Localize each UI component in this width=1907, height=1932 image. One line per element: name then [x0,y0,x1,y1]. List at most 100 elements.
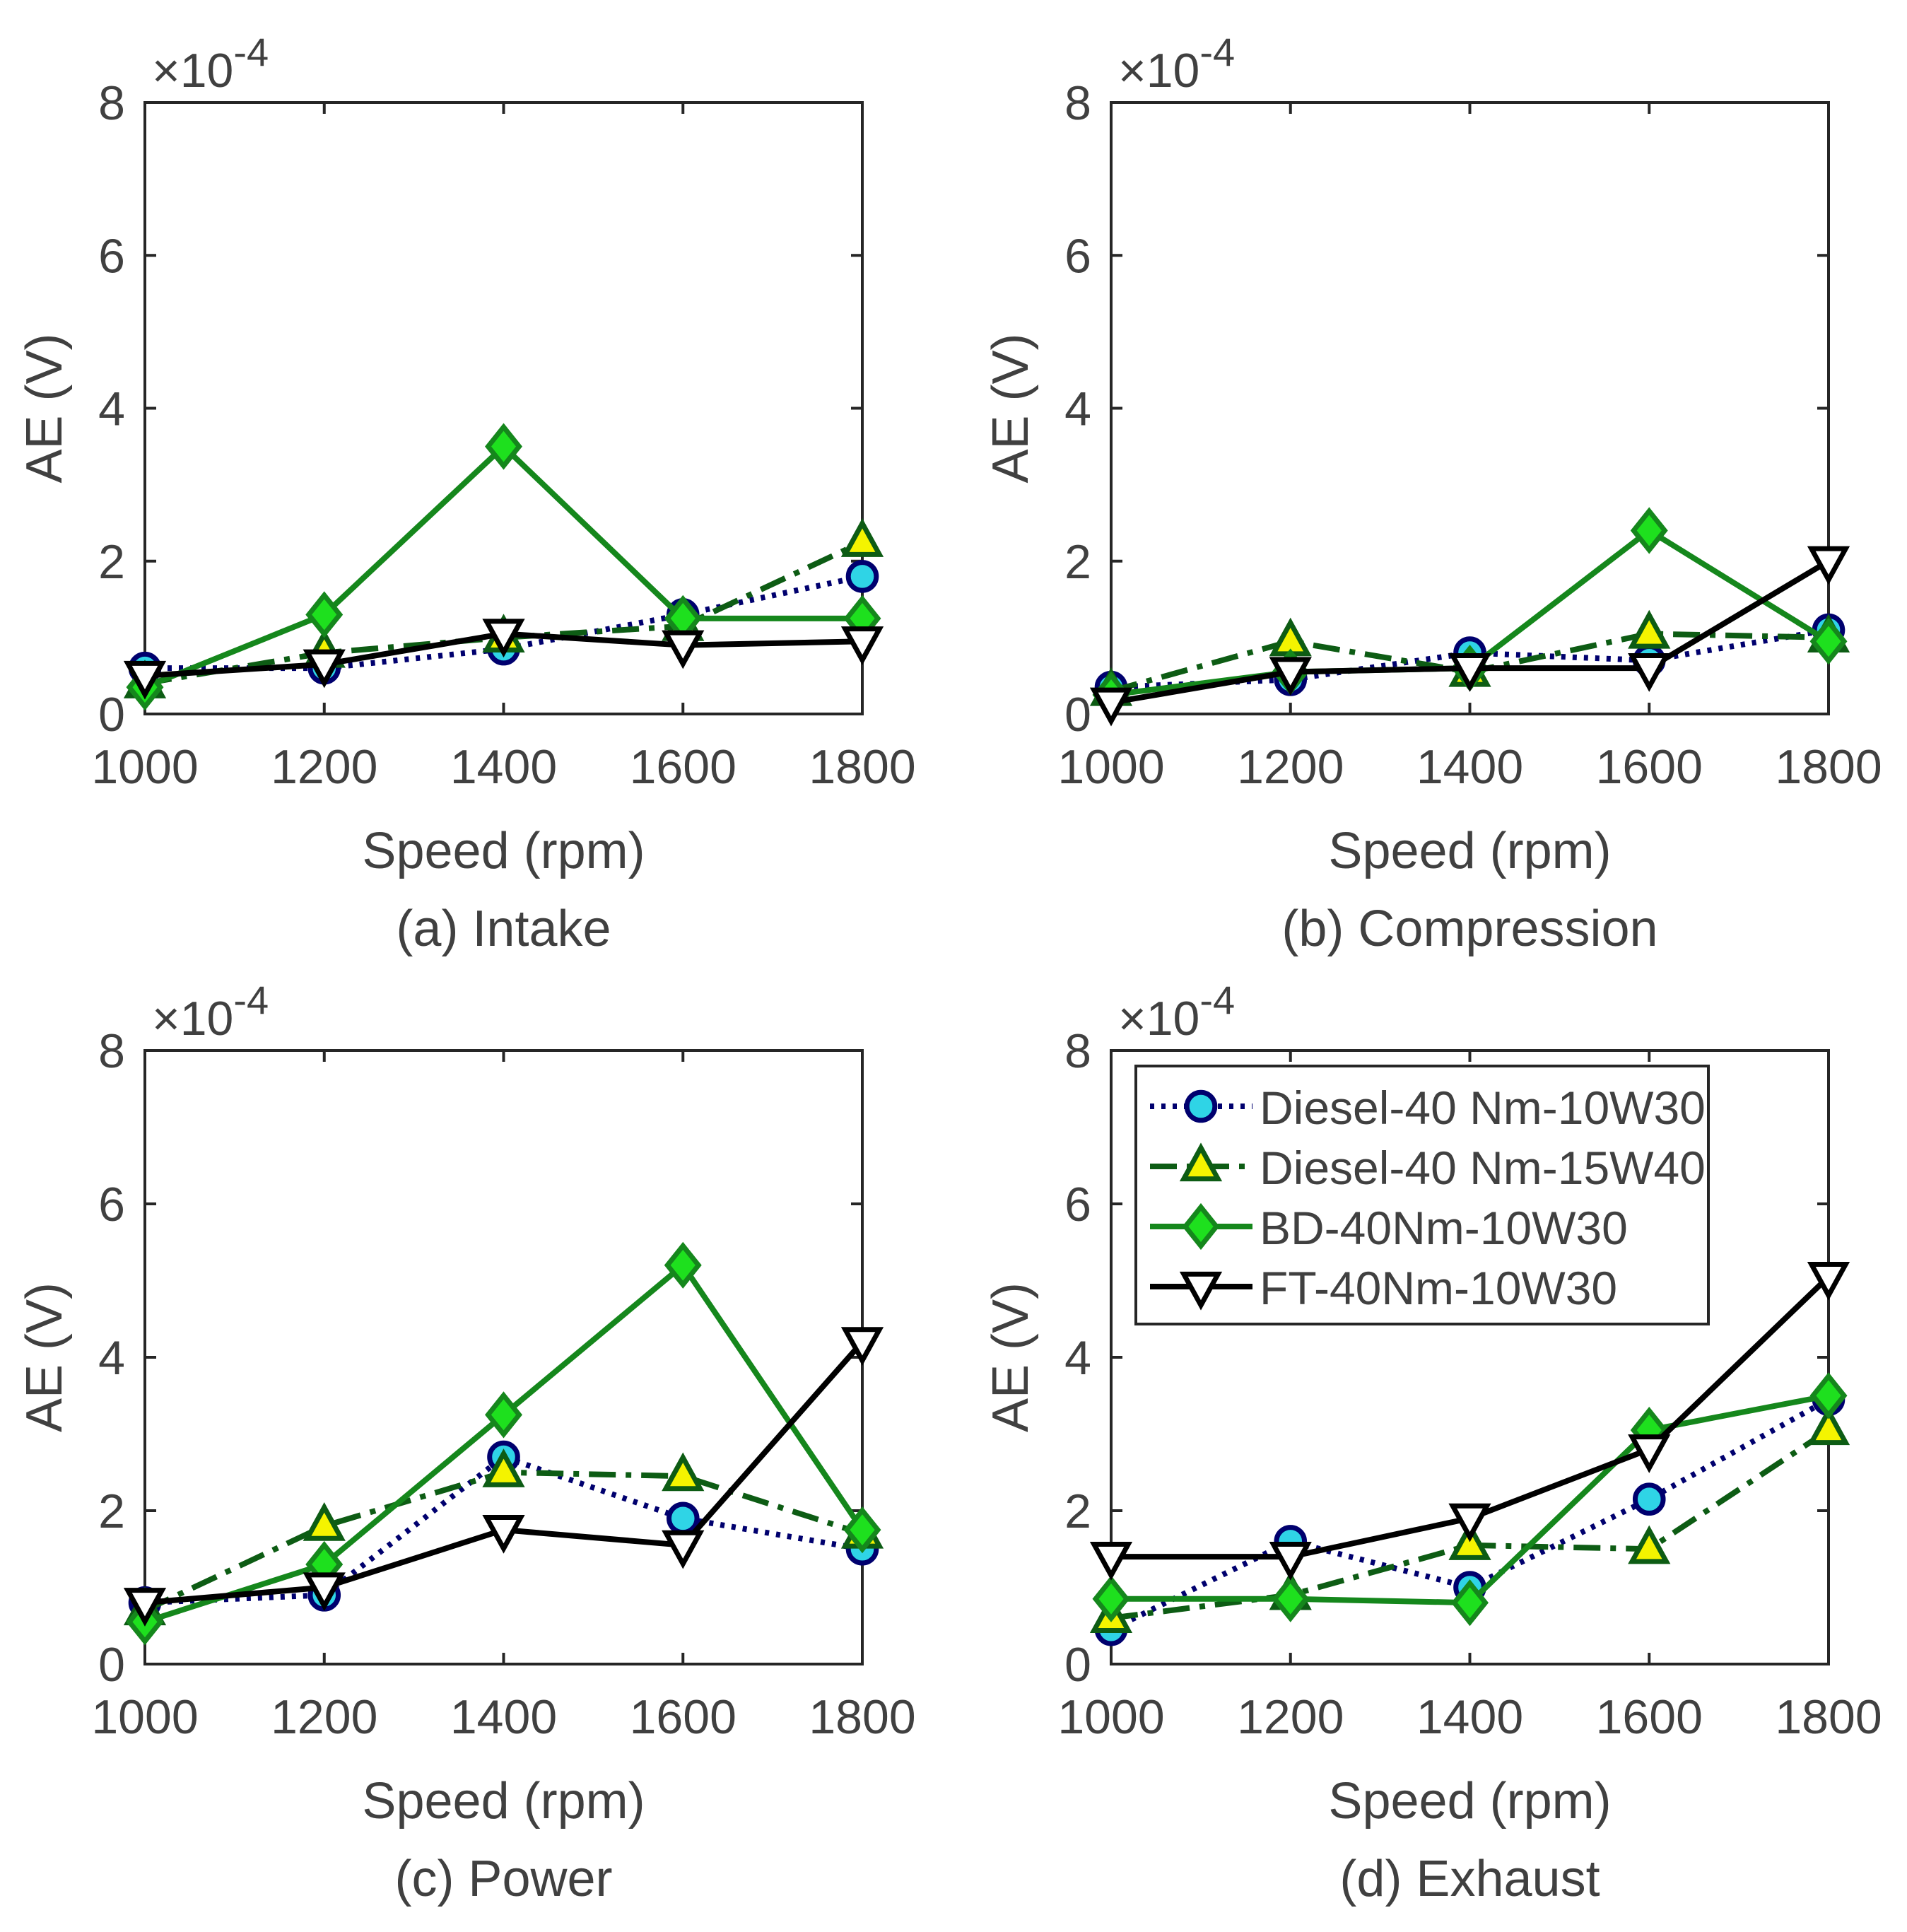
axis-exponent-power: -4 [1199,30,1235,74]
x-axis-label: Speed (rpm) [1328,823,1611,879]
data-point [303,1572,346,1612]
axis-exponent-power: -4 [233,30,269,74]
data-point [1269,657,1312,696]
y-tick-label: 8 [98,76,125,130]
y-tick-label: 4 [98,1331,125,1385]
data-point [1807,546,1850,585]
data-point [1089,687,1133,727]
x-tick-label: 1200 [271,740,377,794]
y-tick-label: 4 [1064,1331,1091,1385]
y-tick-label: 2 [98,1485,125,1538]
data-point [482,1515,525,1554]
y-tick-label: 0 [98,688,125,742]
data-point [1807,1261,1850,1301]
data-point [1448,1503,1491,1542]
series-line [144,1454,863,1606]
x-tick-label: 1000 [91,740,198,794]
series-line [145,573,863,672]
x-tick-label: 1600 [630,1690,737,1744]
x-tick-label: 1600 [630,740,737,794]
data-point [1630,507,1668,554]
data-point [662,1530,705,1569]
axis-exponent-power: -4 [233,978,269,1022]
axis-exponent-label: ×10-4 [152,30,269,98]
subplot-1: 1000 1200 1400 1600 1800 0 2 4 6 8 ×10-4 Speed (rpm… [16,30,916,957]
series-ft-40nm-10w30 [1089,1261,1850,1581]
y-axis-label: AE (V) [982,333,1039,483]
axes-box [143,1049,864,1665]
data-point [1628,1434,1671,1473]
data-point [1269,1542,1312,1581]
axes-box [1110,101,1830,715]
x-axis-label: Speed (rpm) [362,1773,645,1829]
y-axis-label: AE (V) [16,1282,73,1432]
x-tick-label: 1000 [1057,1690,1164,1744]
data-point [1807,1406,1850,1446]
data-point [840,1327,884,1366]
subplot-4: 1000 1200 1400 1600 1800 0 2 4 6 8 ×10-4 Speed (rpm… [982,978,1882,1907]
data-point [1628,1525,1671,1564]
legend-marker [1184,1089,1218,1123]
data-point [482,619,525,658]
legend-marker [1179,1271,1223,1311]
legend-label: Diesel-40 Nm-10W30 [1260,1082,1706,1134]
subplot-caption: (c) Power [394,1851,612,1907]
data-point [1628,609,1671,649]
data-point [1632,1482,1666,1516]
data-point [1628,653,1671,692]
data-point [303,1502,346,1541]
x-tick-label: 1800 [809,1690,915,1744]
data-point [123,660,167,700]
x-tick-label: 1200 [1237,740,1344,794]
data-point [1448,653,1491,692]
data-point [840,518,884,557]
data-point [305,591,344,638]
legend-marker [1179,1142,1223,1182]
x-tick-label: 1800 [1775,1690,1882,1744]
x-axis-label: Speed (rpm) [1328,1773,1611,1829]
x-tick-label: 1800 [1775,740,1882,794]
x-tick-label: 1400 [1416,1690,1523,1744]
data-point [664,1241,702,1289]
y-tick-label: 2 [1064,535,1091,589]
x-tick-label: 1400 [450,1690,557,1744]
data-point [666,1501,700,1535]
axis-exponent-label: ×10-4 [1118,978,1235,1046]
y-tick-label: 0 [1064,688,1091,742]
y-tick-label: 4 [98,382,125,436]
series-line [144,539,864,686]
axis-exponent-label: ×10-4 [1118,30,1235,98]
y-tick-label: 8 [1064,76,1091,130]
data-point [1809,618,1848,665]
y-tick-label: 6 [98,229,125,283]
data-point [482,1448,525,1487]
x-tick-label: 1600 [1596,740,1703,794]
x-axis-label: Speed (rpm) [362,823,645,879]
legend: Diesel-40 Nm-10W30 Diesel-40 Nm-15W40 BD-4… [1134,1065,1710,1325]
series-ft-40nm-10w30 [123,619,884,700]
legend-label: FT-40Nm-10W30 [1260,1262,1617,1314]
y-tick-label: 4 [1064,382,1091,436]
x-tick-label: 1400 [450,740,557,794]
y-tick-label: 6 [98,1178,125,1231]
data-point [843,1506,881,1554]
legend-marker [1182,1202,1220,1251]
data-point [303,649,346,689]
y-tick-label: 2 [1064,1485,1091,1538]
y-axis-label: AE (V) [16,333,73,483]
axis-exponent-label: ×10-4 [152,978,269,1046]
series-bd-40nm-10w30 [126,423,881,711]
x-tick-label: 1400 [1416,740,1523,794]
legend-label: Diesel-40 Nm-15W40 [1260,1142,1706,1194]
subplot-2: 1000 1200 1400 1600 1800 0 2 4 6 8 ×10-4 Speed (rpm… [982,30,1882,957]
data-point [845,560,879,593]
y-tick-label: 0 [1064,1638,1091,1692]
data-point [485,423,522,470]
data-point [1272,1575,1310,1622]
series-line [1110,627,1829,691]
y-tick-label: 8 [1064,1024,1091,1078]
data-point [1809,1372,1848,1419]
y-tick-label: 0 [98,1638,125,1692]
data-point [840,626,884,665]
